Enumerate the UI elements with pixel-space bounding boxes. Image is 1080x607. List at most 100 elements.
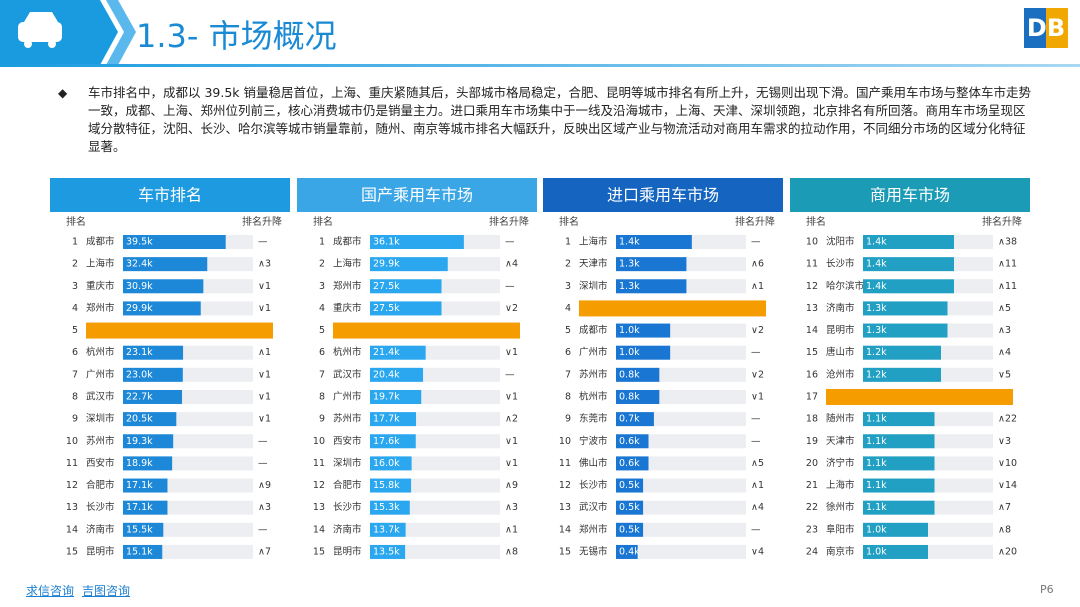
rank: 7	[319, 369, 325, 380]
rank: 11	[66, 458, 78, 469]
city: 南京市	[826, 545, 855, 557]
city: 昆明市	[86, 545, 115, 557]
rank-change: —	[258, 458, 268, 469]
rank: 1	[319, 237, 325, 248]
bar	[616, 500, 644, 515]
rank: 7	[565, 369, 571, 380]
bar	[123, 279, 204, 294]
rank-change: ∧11	[998, 259, 1017, 270]
rank: 3	[319, 281, 325, 292]
value-label: 23.1k	[126, 347, 153, 358]
bar	[370, 456, 412, 471]
value-label: 1.1k	[866, 436, 887, 447]
city: 苏州市	[86, 435, 115, 447]
rank: 2	[319, 259, 325, 270]
value-label: 13.7k	[373, 524, 400, 535]
rank-change: ∧38	[998, 237, 1017, 248]
value-label: 1.1k	[866, 414, 887, 425]
rank: 13	[806, 303, 818, 314]
rank: 23	[806, 524, 818, 535]
rank-change: ∧1	[505, 524, 518, 535]
highlight-bar	[826, 388, 1013, 405]
rank-change: ∧8	[998, 524, 1011, 535]
city: 郑州市	[579, 523, 608, 535]
value-label: 32.4k	[126, 259, 153, 270]
value-label: 36.1k	[373, 237, 400, 248]
rank-change: ∨2	[751, 325, 764, 336]
rank: 16	[806, 369, 818, 380]
value-label: 15.5k	[126, 524, 153, 535]
rank-change: ∧6	[751, 259, 764, 270]
bar	[863, 434, 935, 449]
city: 杭州市	[333, 346, 362, 358]
bar	[123, 478, 168, 493]
bar	[370, 478, 412, 493]
rank-change: ∧3	[258, 259, 271, 270]
panel-header	[50, 178, 290, 212]
panel-header	[543, 178, 783, 212]
rank-change: ∧4	[505, 259, 518, 270]
city: 长沙市	[826, 258, 855, 270]
rank-change: —	[751, 524, 761, 535]
rank-change: ∨1	[258, 391, 271, 402]
rank-change: ∨1	[258, 303, 271, 314]
column-header: 排名升降	[982, 215, 1022, 228]
rank: 15	[66, 546, 78, 557]
rank: 14	[559, 524, 571, 535]
rank-change: ∧11	[998, 281, 1017, 292]
city: 宁波市	[579, 435, 608, 447]
city: 苏州市	[579, 368, 608, 380]
city: 郑州市	[86, 302, 115, 314]
bar	[616, 544, 638, 559]
city: 无锡市	[579, 545, 608, 557]
rank-change: —	[505, 281, 515, 292]
city: 成都市	[86, 236, 115, 248]
rank-change: —	[751, 414, 761, 425]
rank: 2	[72, 259, 78, 270]
bar	[863, 345, 941, 360]
rank-change: ∨1	[505, 347, 518, 358]
rank-change: ∧9	[505, 480, 518, 491]
bar	[123, 257, 208, 272]
value-label: 15.8k	[373, 480, 400, 491]
panel-title: 国产乘用车市场	[361, 186, 473, 205]
city: 西安市	[333, 435, 362, 447]
rank: 8	[565, 391, 571, 402]
bar	[370, 500, 410, 515]
rank-change: ∨10	[998, 458, 1017, 469]
value-label: 15.3k	[373, 502, 400, 513]
value-label: 0.5k	[619, 524, 640, 535]
rank: 14	[313, 524, 325, 535]
car-icon	[18, 12, 62, 48]
city: 成都市	[333, 236, 362, 248]
rank: 9	[565, 414, 571, 425]
city: 杭州市	[579, 390, 608, 402]
highlight-bar	[333, 322, 520, 339]
rank-change: ∧1	[751, 281, 764, 292]
rank: 14	[806, 325, 818, 336]
rank-change: ∨2	[505, 303, 518, 314]
column-header: 排名	[66, 215, 86, 228]
bar	[863, 301, 948, 316]
value-label: 0.8k	[619, 369, 640, 380]
bar	[370, 434, 416, 449]
bar	[616, 257, 687, 272]
bar	[370, 279, 442, 294]
city: 济南市	[826, 302, 855, 314]
value-label: 1.0k	[866, 524, 887, 535]
bar	[370, 522, 406, 537]
value-label: 19.3k	[126, 436, 153, 447]
rank: 21	[806, 480, 818, 491]
value-label: 1.1k	[866, 458, 887, 469]
rank: 19	[806, 436, 818, 447]
footer-link[interactable]: 吉图咨询	[82, 584, 131, 598]
footer-link[interactable]: 求信咨询	[26, 584, 75, 598]
bar	[616, 235, 692, 249]
rank-change: —	[258, 524, 268, 535]
city: 长沙市	[86, 501, 115, 513]
city: 长沙市	[579, 479, 608, 491]
value-label: 1.4k	[866, 237, 887, 248]
value-label: 0.8k	[619, 391, 640, 402]
rank: 18	[806, 414, 818, 425]
